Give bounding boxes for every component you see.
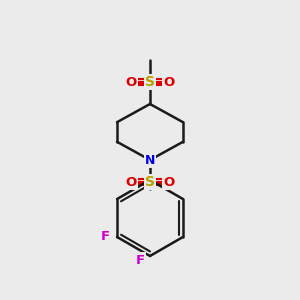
Text: N: N xyxy=(145,154,155,166)
Text: O: O xyxy=(164,176,175,188)
Text: F: F xyxy=(135,254,145,266)
Text: O: O xyxy=(125,176,136,188)
Text: S: S xyxy=(145,175,155,189)
Text: O: O xyxy=(125,76,136,88)
Text: F: F xyxy=(100,230,110,244)
Text: S: S xyxy=(145,75,155,89)
Text: O: O xyxy=(164,76,175,88)
